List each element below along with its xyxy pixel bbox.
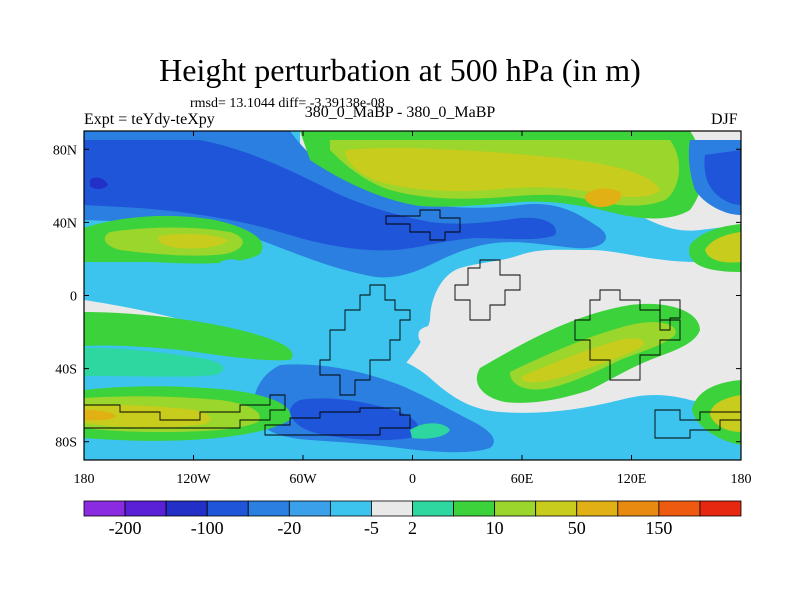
colorbar-swatch xyxy=(453,500,496,517)
colorbar-swatch xyxy=(699,500,742,517)
colorbar-label: -20 xyxy=(277,518,301,538)
antarctica-outline-right xyxy=(654,409,741,439)
south-atlantic-teal-spot xyxy=(410,423,450,439)
case-label: 380_0_MaBP - 380_0_MaBP xyxy=(304,104,496,121)
east-asia-positive-inner xyxy=(705,232,741,263)
colorbar-swatch xyxy=(494,500,537,517)
europe-outline xyxy=(385,209,461,241)
south-negative-core xyxy=(290,398,419,441)
colorbar-swatch xyxy=(124,500,167,517)
south-west-pacific-teal xyxy=(84,347,224,377)
chart-title: Height perturbation at 500 hPa (in m) xyxy=(159,52,641,88)
colorbar-label: 150 xyxy=(645,518,672,538)
colorbar-swatch xyxy=(535,500,578,517)
season-label: DJF xyxy=(711,111,738,128)
south-west-pacific-green xyxy=(84,312,293,361)
south-pacific-positive-core xyxy=(84,404,211,428)
north-negative-core xyxy=(84,140,556,251)
colorbar-label: -200 xyxy=(109,518,142,538)
colorbar-swatch xyxy=(206,500,249,517)
antarctica-outline-left xyxy=(84,394,286,429)
colorbar-swatch xyxy=(658,500,701,517)
north-east-pacific-blue-core xyxy=(704,150,741,205)
indian-ocean-positive-core xyxy=(521,338,644,383)
y-tick-label: 80N xyxy=(53,143,77,158)
australia-outline xyxy=(659,299,681,331)
y-tick-label: 80S xyxy=(55,436,77,451)
x-tick-label: 180 xyxy=(74,472,95,487)
axis-ticks: 180 120W 60W 0 60E 120E 180 80N 40N 0 40S 80S xyxy=(53,131,752,487)
arctic-positive-inner xyxy=(345,147,660,197)
colorbar-label: -100 xyxy=(191,518,224,538)
y-tick-label: 40N xyxy=(53,216,77,231)
colorbar-swatch xyxy=(329,500,372,517)
colorbar-label: 50 xyxy=(568,518,586,538)
asia-outline xyxy=(574,289,681,381)
central-pacific-teal-spot xyxy=(220,259,242,267)
colorbar-label: -5 xyxy=(364,518,379,538)
x-tick-label: 0 xyxy=(409,472,416,487)
x-tick-label: 60E xyxy=(511,472,534,487)
africa-outline xyxy=(454,259,521,321)
y-tick-label: 0 xyxy=(70,290,77,305)
colorbar-label: 2 xyxy=(408,518,417,538)
colorbar-swatch xyxy=(83,500,126,517)
arctic-positive-max xyxy=(584,188,622,208)
colorbar-swatch xyxy=(165,500,208,517)
experiment-label: Expt = teYdy-teXpy xyxy=(84,111,215,128)
colorbar-swatch xyxy=(371,500,413,517)
colorbar-swatch xyxy=(247,500,290,517)
colorbar-swatch xyxy=(576,500,619,517)
x-tick-label: 180 xyxy=(731,472,752,487)
x-tick-label: 120E xyxy=(617,472,647,487)
colorbar-swatch xyxy=(412,500,454,517)
colorbar: -200 -100 -20 -5 2 10 50 150 xyxy=(83,500,742,538)
stats-label: rmsd= 13.1044 diff= -3.39138e-08 xyxy=(190,96,385,111)
south-america-outline xyxy=(319,284,411,396)
y-tick-label: 40S xyxy=(55,363,77,378)
atlantic-neutral-patch xyxy=(418,325,448,349)
colorbar-label: 10 xyxy=(486,518,504,538)
colorbar-swatch xyxy=(617,500,660,517)
x-tick-label: 120W xyxy=(176,472,211,487)
north-negative-core-2 xyxy=(90,177,108,189)
contour-fill-layer xyxy=(84,131,741,460)
continent-outlines xyxy=(84,209,741,439)
antarctica-outline-mid xyxy=(264,407,411,436)
colorbar-swatch xyxy=(288,500,331,517)
north-pacific-positive-core xyxy=(158,233,228,249)
x-tick-label: 60W xyxy=(289,472,317,487)
south-pacific-positive-max xyxy=(84,410,116,421)
south-east-pacific-positive-inner xyxy=(710,395,741,432)
